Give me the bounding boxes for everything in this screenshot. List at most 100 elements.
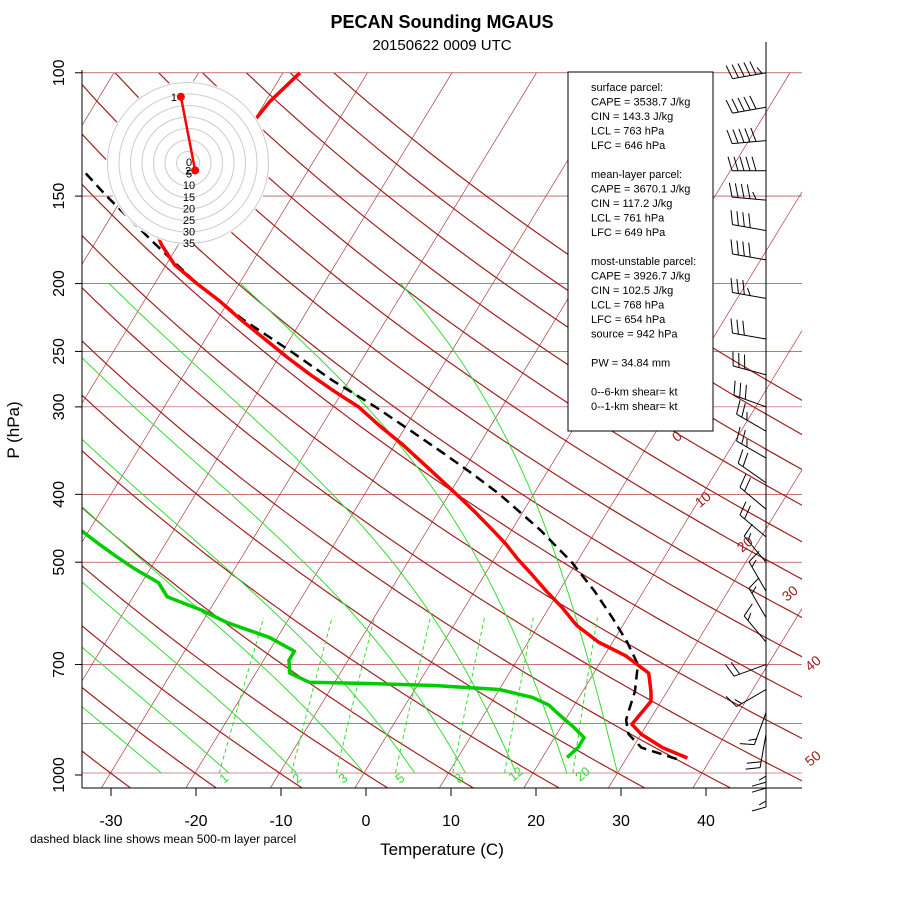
info-line: LCL = 763 hPa xyxy=(591,126,665,138)
wind-barb-feather xyxy=(751,586,757,594)
wind-barb-feather xyxy=(734,699,743,704)
wind-barb-feather xyxy=(751,559,757,568)
moist-adiabat-line xyxy=(82,581,297,774)
wind-barb xyxy=(728,182,767,201)
temperature-tick-label: 30 xyxy=(612,813,630,830)
wind-barb-feather xyxy=(728,182,733,198)
hodograph-ring-label: 20 xyxy=(183,203,195,215)
wind-barb-feather xyxy=(738,128,745,143)
wind-barb-feather xyxy=(730,210,734,225)
y-axis-label: P (hPa) xyxy=(4,401,23,458)
wind-barb xyxy=(737,449,767,484)
pressure-tick-label: 700 xyxy=(51,651,68,678)
wind-barb-feather xyxy=(742,212,745,227)
wind-barb-feather xyxy=(739,156,745,171)
wind-barb xyxy=(730,210,767,232)
wind-barb xyxy=(725,61,767,80)
hodograph-ring-label: 10 xyxy=(183,180,195,192)
thermo-grid xyxy=(82,72,802,788)
moist-adiabat-line xyxy=(82,438,416,774)
info-line: CAPE = 3926.7 J/kg xyxy=(591,271,690,283)
mixing-ratio-line xyxy=(335,617,375,774)
x-axis-label: Temperature (C) xyxy=(380,840,504,859)
dewpoint-profile xyxy=(82,528,586,759)
wind-barb-feather xyxy=(739,501,747,516)
wind-barb-feather xyxy=(745,156,751,171)
hodograph-ring-label: 5 xyxy=(186,169,192,181)
info-line: LCL = 761 hPa xyxy=(591,213,665,225)
wind-barb-feather xyxy=(743,96,751,111)
hodograph-ring xyxy=(107,82,269,244)
hodograph-trace xyxy=(179,96,197,171)
wind-barb-feather xyxy=(734,183,739,198)
mixing-ratio-line xyxy=(218,617,265,774)
wind-barb xyxy=(743,523,767,563)
hodograph-ring-label: 0 xyxy=(186,157,192,169)
pressure-tick-label: 250 xyxy=(51,338,68,365)
wind-barbs xyxy=(725,61,767,812)
wind-barb-feather xyxy=(756,66,763,74)
wind-barb xyxy=(751,754,767,793)
wind-barb-feather xyxy=(745,767,761,770)
hodograph-ring xyxy=(130,105,246,221)
wind-barb xyxy=(748,550,767,592)
pressure-tick-label: 100 xyxy=(51,59,68,86)
wind-barb xyxy=(726,127,767,145)
wind-barb-feather xyxy=(748,577,760,589)
wind-barb-feather xyxy=(758,775,767,781)
wind-barb xyxy=(736,426,767,459)
dry-adiabat-line xyxy=(202,72,802,506)
wind-barb-feather xyxy=(752,191,757,200)
info-line: CAPE = 3538.7 J/kg xyxy=(591,97,690,109)
wind-barb xyxy=(730,277,767,299)
wind-barb-feather xyxy=(746,761,762,764)
wind-barb xyxy=(739,473,767,510)
wind-barb-feather xyxy=(725,696,737,707)
wind-barb xyxy=(725,689,767,707)
wind-barb-feather xyxy=(726,129,733,144)
temperature-tick-label: 40 xyxy=(697,813,715,830)
wind-barb xyxy=(748,577,767,618)
wind-barb-feather xyxy=(725,99,733,114)
moist-adiabat-line xyxy=(82,646,230,774)
wind-barb-feather xyxy=(736,426,741,442)
wind-barb-feather xyxy=(742,320,745,336)
wind-barb xyxy=(727,156,766,172)
wind-barb-feather xyxy=(749,95,757,110)
wind-barb-feather xyxy=(739,473,747,488)
hodograph-ring-label: 15 xyxy=(183,192,195,204)
mixing-ratio-line xyxy=(504,617,534,774)
dry-adiabat-line xyxy=(82,686,217,788)
wind-barb-feather xyxy=(736,279,739,294)
info-line: LFC = 646 hPa xyxy=(591,140,666,152)
wind-barb-feather xyxy=(747,612,752,621)
moist-adiabat-line xyxy=(82,357,466,774)
footnote: dashed black line shows mean 500-m layer… xyxy=(30,832,296,846)
dry-adiabat-line xyxy=(158,72,802,543)
wind-barb-feather xyxy=(742,241,745,257)
wind-barb-feather xyxy=(730,318,734,334)
info-line: surface parcel: xyxy=(591,82,663,94)
wind-barb-feather xyxy=(741,429,746,445)
wind-barb-feather xyxy=(733,156,739,171)
info-line: mean-layer parcel: xyxy=(591,169,682,181)
chart-subtitle: 20150622 0009 UTC xyxy=(372,37,511,54)
wind-barb xyxy=(730,239,767,261)
isotherm-line xyxy=(185,72,622,788)
temperature-tick-label: 0 xyxy=(362,813,371,830)
wind-barb-feather xyxy=(731,98,739,113)
hodograph-ring-label: 30 xyxy=(183,227,195,239)
info-line: CIN = 143.3 J/kg xyxy=(591,111,673,123)
info-box-frame xyxy=(567,71,714,432)
wind-barb-feather xyxy=(747,287,751,296)
dry-adiabat-line xyxy=(82,133,802,658)
parcel-info-box: surface parcel: CAPE = 3538.7 J/kg CIN = 1… xyxy=(567,71,714,432)
dry-adiabat-line xyxy=(82,565,388,788)
wind-barb-feather xyxy=(751,156,757,171)
moist-adiabat-line xyxy=(82,506,365,774)
temperature-tick-label: 10 xyxy=(442,813,460,830)
wind-barb-feather xyxy=(748,738,757,741)
chart-title: PECAN Sounding MGAUS xyxy=(331,12,554,32)
pressure-tick-label: 150 xyxy=(51,183,68,210)
